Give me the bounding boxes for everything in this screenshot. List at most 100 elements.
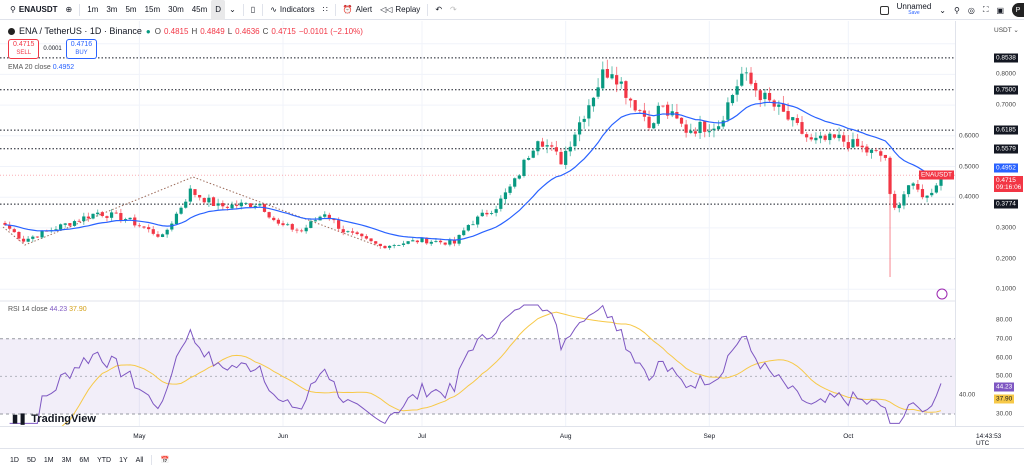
candle-body — [239, 202, 243, 207]
rsi-tick: 60.00 — [996, 354, 1013, 362]
plus-circle-icon: ⊕ — [65, 5, 73, 14]
candle-body — [545, 145, 549, 147]
bottom-toolbar: 1D 5D 1M 3M 6M YTD 1Y All 📅 — [0, 448, 1024, 471]
tf-d[interactable]: D — [211, 0, 226, 20]
candle-body — [930, 192, 934, 196]
candle-body — [809, 137, 813, 140]
goto-date-icon[interactable]: 📅 — [160, 457, 170, 464]
tv-logo-icon: ▮❚ — [12, 413, 28, 425]
month-label: Jun — [277, 433, 289, 440]
alert-button[interactable]: ⏰ Alert — [342, 5, 373, 14]
candle-body — [179, 207, 183, 214]
rsi-legend[interactable]: RSI 14 close 44.23 37.90 — [8, 306, 87, 313]
candle-body — [350, 231, 355, 233]
range-6m[interactable]: 6M — [79, 456, 90, 464]
candle-body — [387, 245, 392, 248]
candle-body — [786, 111, 790, 120]
candle-body — [596, 87, 600, 97]
timeframe-dropdown[interactable]: ⌄ — [225, 0, 240, 20]
candle-body — [591, 97, 596, 107]
settings-icon[interactable]: ◎ — [967, 5, 975, 15]
layout-checkbox[interactable] — [879, 5, 889, 15]
top-toolbar: ⚲ ENAUSDT ⊕ 1m 3m 5m 15m 30m 45m D ⌄ ▯ ∿ I… — [0, 0, 1024, 20]
candle-body — [374, 241, 378, 244]
redo-button[interactable]: ↷ — [446, 0, 461, 20]
candle-body — [624, 81, 628, 98]
candle-body — [202, 197, 206, 203]
candle-body — [920, 189, 925, 198]
candle-body — [165, 229, 169, 235]
candle-body — [147, 227, 151, 230]
buy-button[interactable]: 0.4716 BUY — [65, 39, 98, 59]
search-icon: ⚲ — [10, 5, 16, 14]
ema-price-label: 0.4952 — [994, 163, 1018, 173]
indicators-button[interactable]: ∿ Indicators — [270, 5, 315, 14]
range-1y[interactable]: 1Y — [119, 456, 128, 464]
chart-canvas[interactable] — [0, 0, 955, 426]
candle-body — [26, 238, 30, 242]
candle-body — [128, 217, 132, 220]
camera-icon[interactable]: ▣ — [996, 5, 1004, 15]
tf-30m[interactable]: 30m — [168, 5, 184, 14]
candle-body — [276, 219, 280, 224]
candle-body — [855, 138, 860, 147]
tf-5m[interactable]: 5m — [125, 5, 137, 14]
candle-body — [383, 245, 387, 249]
quick-search-icon[interactable]: ⚲ — [953, 5, 960, 15]
candle-body — [337, 220, 341, 229]
candle-body — [411, 240, 415, 242]
candle-body — [846, 142, 850, 149]
compare-button[interactable]: ⊕ — [62, 0, 77, 20]
candle-body — [63, 223, 67, 225]
candle-body — [865, 146, 869, 153]
candle-body — [647, 116, 651, 128]
sell-button[interactable]: 0.4715 SELL — [8, 39, 40, 59]
candle-body — [601, 69, 605, 89]
candle-body — [791, 117, 795, 121]
replay-button[interactable]: ◁◁ Replay — [380, 5, 421, 14]
candle-body — [582, 118, 586, 122]
candle-body — [712, 128, 716, 131]
range-1m[interactable]: 1M — [43, 456, 54, 464]
candle-body — [489, 213, 494, 214]
range-5d[interactable]: 5D — [26, 456, 36, 464]
tf-15m[interactable]: 15m — [144, 5, 161, 14]
tf-1m[interactable]: 1m — [87, 5, 99, 14]
templates-button[interactable]: ∷ — [319, 0, 332, 20]
chevron-down-icon[interactable]: ⌄ — [939, 5, 946, 15]
tradingview-logo[interactable]: ▮❚ TradingView — [12, 412, 96, 426]
candle-body — [68, 223, 72, 226]
layout-name[interactable]: Unnamed Save — [896, 2, 932, 17]
candle-body — [216, 203, 220, 206]
candle-body — [295, 229, 299, 231]
undo-button[interactable]: ↶ — [431, 0, 446, 20]
candle-body — [536, 141, 540, 152]
candle-body — [109, 212, 114, 218]
candle-body — [652, 123, 656, 129]
symbol-title: ENA / TetherUS · 1D · Binance — [19, 26, 142, 36]
candle-body — [425, 237, 429, 244]
time-axis[interactable]: 14:43:53 UTC May Jun Jul Aug Sep Oct — [0, 426, 1024, 448]
range-1d[interactable]: 1D — [10, 456, 19, 464]
currency-select[interactable]: USDT ⌄ — [994, 27, 1019, 34]
fullscreen-icon[interactable]: ⛶ — [982, 5, 989, 14]
price-axis[interactable]: USDT ⌄ 0.8538 0.7500 0.6185 0.5579 0.3774 0.4… — [918, 21, 1024, 426]
range-ytd[interactable]: YTD — [97, 456, 112, 464]
range-all[interactable]: All — [135, 456, 144, 464]
chart-type-button[interactable]: ▯ — [247, 0, 259, 20]
tf-45m[interactable]: 45m — [191, 5, 208, 14]
candle-body — [415, 240, 419, 243]
symbol-search[interactable]: ⚲ ENAUSDT — [10, 5, 58, 14]
candle-body — [531, 150, 535, 158]
candle-body — [925, 195, 929, 198]
candle-body — [573, 134, 577, 147]
candle-body — [744, 72, 748, 74]
candle-body — [207, 197, 211, 203]
candle-body — [740, 73, 744, 86]
tf-3m[interactable]: 3m — [106, 5, 118, 14]
ema-legend[interactable]: EMA 20 close 0.4952 — [8, 64, 75, 71]
candle-body — [91, 213, 95, 219]
range-3m[interactable]: 3M — [61, 456, 72, 464]
candle-body — [434, 241, 438, 242]
avatar[interactable]: P — [1012, 3, 1024, 17]
